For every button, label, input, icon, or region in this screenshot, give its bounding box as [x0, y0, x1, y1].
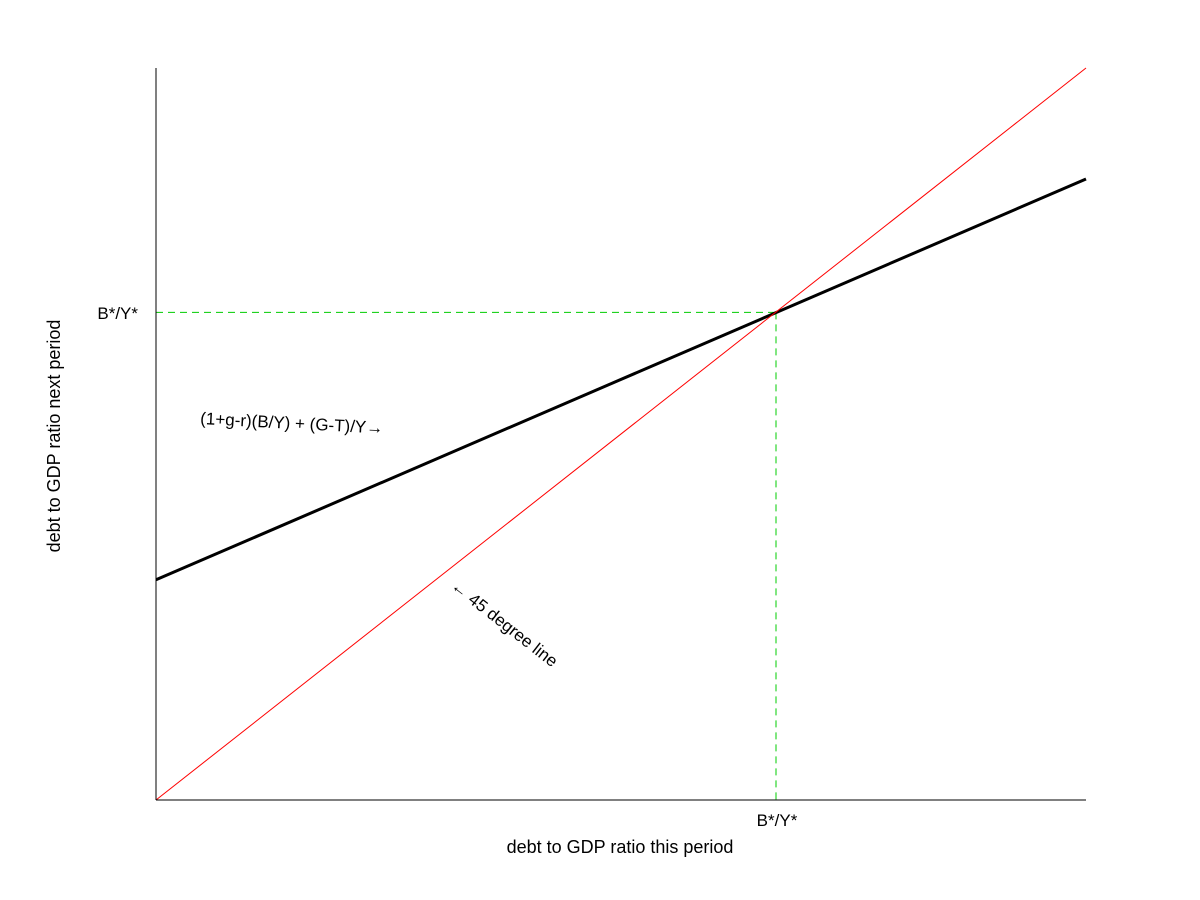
dynamics-line-annotation: (1+g-r)(B/Y) + (G-T)/Y→ — [200, 409, 384, 438]
dynamics-line — [155, 177, 1087, 582]
x-axis-label: debt to GDP ratio this period — [507, 837, 734, 857]
plot-area — [155, 67, 1087, 801]
y-axis-label: debt to GDP ratio next period — [44, 320, 64, 553]
x-tick-label: B*/Y* — [757, 811, 798, 830]
diagonal-line — [155, 67, 1087, 801]
diagonal-annotation: ← 45 degree line — [448, 576, 562, 671]
y-tick-label: B*/Y* — [97, 304, 138, 323]
